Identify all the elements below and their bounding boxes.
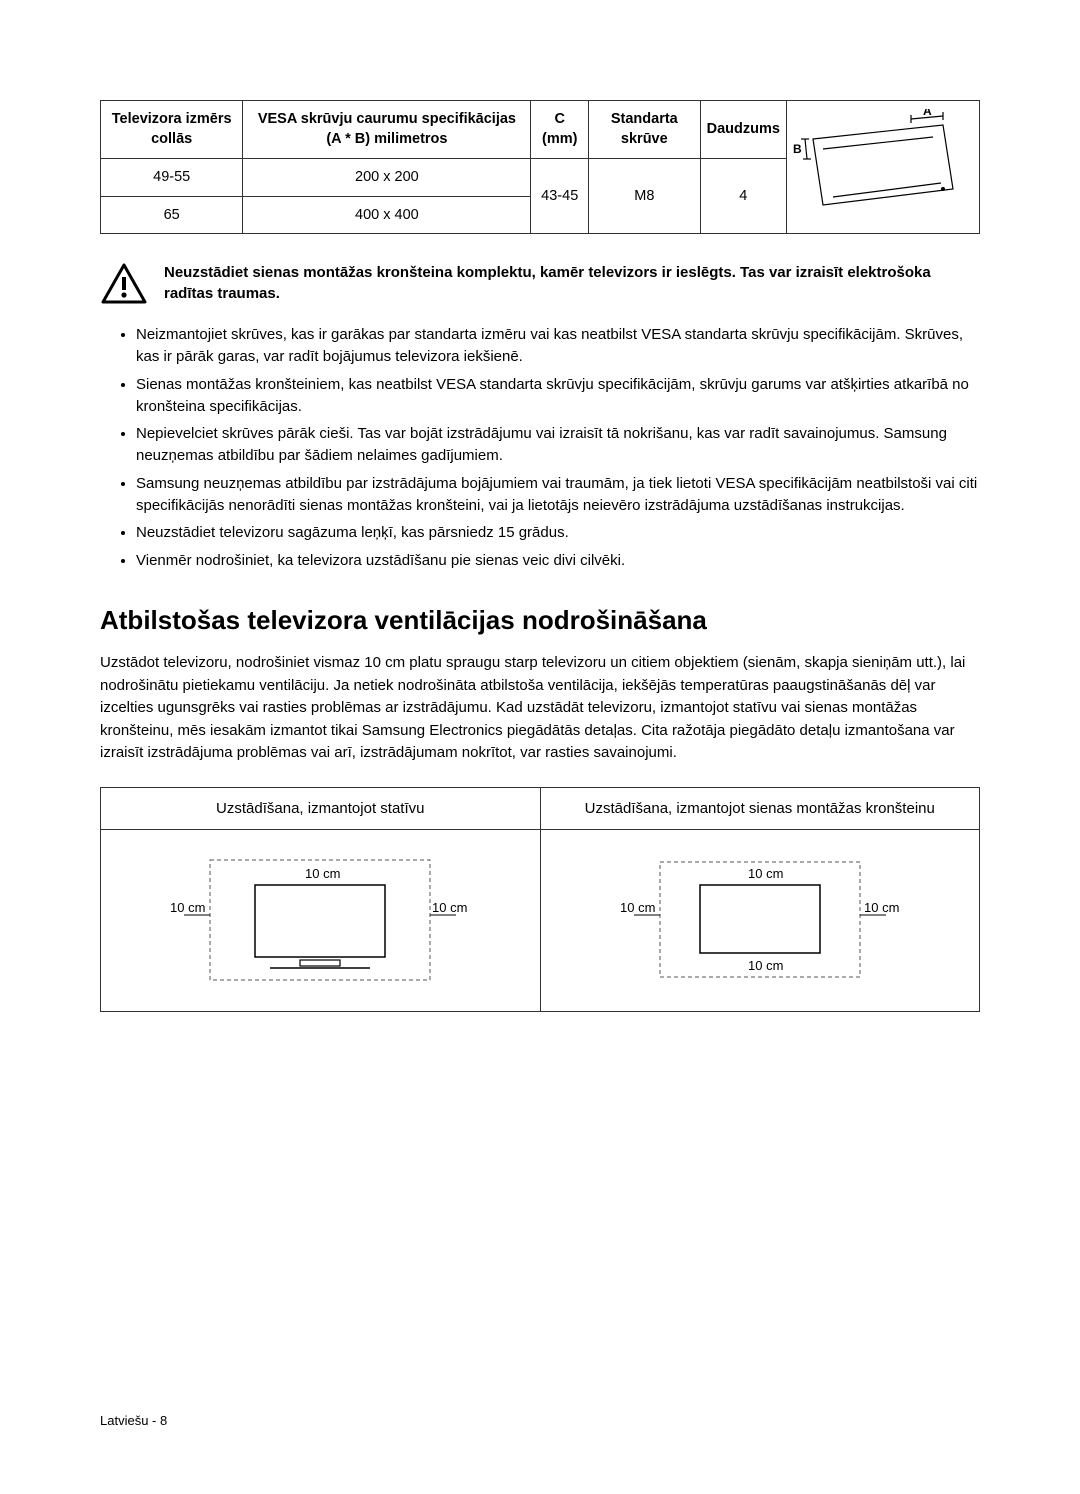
ventilation-paragraph: Uzstādot televizoru, nodrošiniet vismaz … <box>100 652 980 765</box>
svg-text:10 cm: 10 cm <box>170 900 205 915</box>
bracket-diagram-cell: A B <box>786 101 979 234</box>
list-item: Neuzstādiet televizoru sagāzuma leņķī, k… <box>136 522 980 544</box>
warning-icon <box>100 262 148 312</box>
list-item: Sienas montāžas kronšteiniem, kas neatbi… <box>136 374 980 418</box>
list-item: Neizmantojiet skrūves, kas ir garākas pa… <box>136 324 980 368</box>
installation-table: Uzstādīšana, izmantojot statīvu Uzstādīš… <box>100 787 980 1012</box>
list-item: Nepievelciet skrūves pārāk cieši. Tas va… <box>136 423 980 467</box>
list-item: Vienmēr nodrošiniet, ka televizora uzstā… <box>136 550 980 572</box>
col-c-mm: C (mm) <box>531 101 589 159</box>
table-cell: M8 <box>588 158 700 234</box>
table-cell: 400 x 400 <box>243 197 531 234</box>
svg-text:10 cm: 10 cm <box>748 958 783 973</box>
wall-install-header: Uzstādīšana, izmantojot sienas montāžas … <box>540 787 980 829</box>
wall-install-diagram: 10 cm 10 cm 10 cm 10 cm <box>580 840 940 995</box>
table-cell: 49-55 <box>101 158 243 196</box>
diagram-label-a: A <box>923 109 932 118</box>
warning-block: Neuzstādiet sienas montāžas kronšteina k… <box>100 262 980 312</box>
notes-list: Neizmantojiet skrūves, kas ir garākas pa… <box>100 324 980 572</box>
stand-install-diagram-cell: 10 cm 10 cm 10 cm <box>101 829 541 1011</box>
col-tv-size: Televizora izmērs collās <box>101 101 243 159</box>
table-cell: 43-45 <box>531 158 589 234</box>
ventilation-heading: Atbilstošas televizora ventilācijas nodr… <box>100 602 980 638</box>
svg-text:10 cm: 10 cm <box>305 866 340 881</box>
stand-install-header: Uzstādīšana, izmantojot statīvu <box>101 787 541 829</box>
col-qty: Daudzums <box>700 101 786 159</box>
list-item: Samsung neuzņemas atbildību par izstrādā… <box>136 473 980 517</box>
bracket-diagram: A B <box>793 109 973 219</box>
warning-text: Neuzstādiet sienas montāžas kronšteina k… <box>164 262 980 304</box>
svg-text:10 cm: 10 cm <box>748 866 783 881</box>
table-cell: 65 <box>101 197 243 234</box>
page-footer: Latviešu - 8 <box>100 1412 167 1430</box>
table-cell: 4 <box>700 158 786 234</box>
col-std-screw: Standarta skrūve <box>588 101 700 159</box>
vesa-spec-table: Televizora izmērs collās VESA skrūvju ca… <box>100 100 980 234</box>
svg-text:10 cm: 10 cm <box>864 900 899 915</box>
table-cell: 200 x 200 <box>243 158 531 196</box>
stand-install-diagram: 10 cm 10 cm 10 cm <box>140 840 500 995</box>
diagram-label-b: B <box>793 142 802 156</box>
svg-text:10 cm: 10 cm <box>620 900 655 915</box>
svg-text:10 cm: 10 cm <box>432 900 467 915</box>
wall-install-diagram-cell: 10 cm 10 cm 10 cm 10 cm <box>540 829 980 1011</box>
col-vesa-spec: VESA skrūvju caurumu specifikācijas (A *… <box>243 101 531 159</box>
